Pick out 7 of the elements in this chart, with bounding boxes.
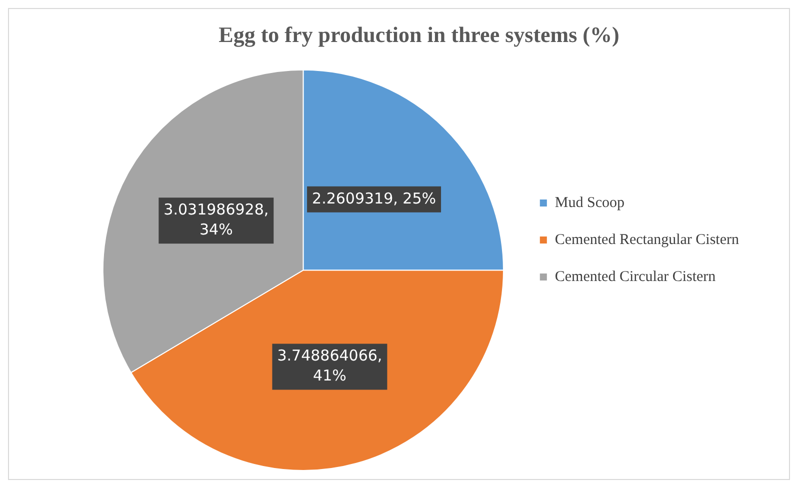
legend-label: Cemented Circular Cistern (554, 268, 716, 285)
data-label: 2.2609319, 25% (312, 189, 436, 208)
legend-label: Mud Scoop (554, 194, 624, 211)
data-label: 3.031986928, 34% (164, 200, 269, 239)
legend-label: Cemented Rectangular Cistern (554, 232, 740, 248)
data-label: 3.748864066, 41% (277, 346, 382, 385)
chart-title: Egg to fry production in three systems (%) (218, 22, 620, 47)
